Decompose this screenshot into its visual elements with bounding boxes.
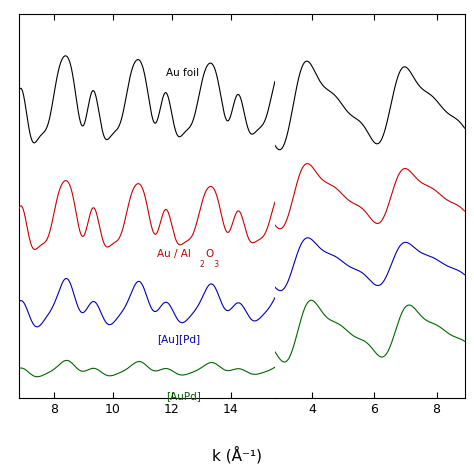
Text: Au / Al: Au / Al (157, 249, 191, 259)
Text: [AuPd]: [AuPd] (166, 392, 201, 401)
Text: k (Å⁻¹): k (Å⁻¹) (212, 447, 262, 464)
Text: Au foil: Au foil (166, 68, 199, 78)
Text: O: O (205, 249, 213, 259)
Text: [Au][Pd]: [Au][Pd] (157, 334, 201, 344)
Text: 2    3: 2 3 (201, 260, 219, 269)
